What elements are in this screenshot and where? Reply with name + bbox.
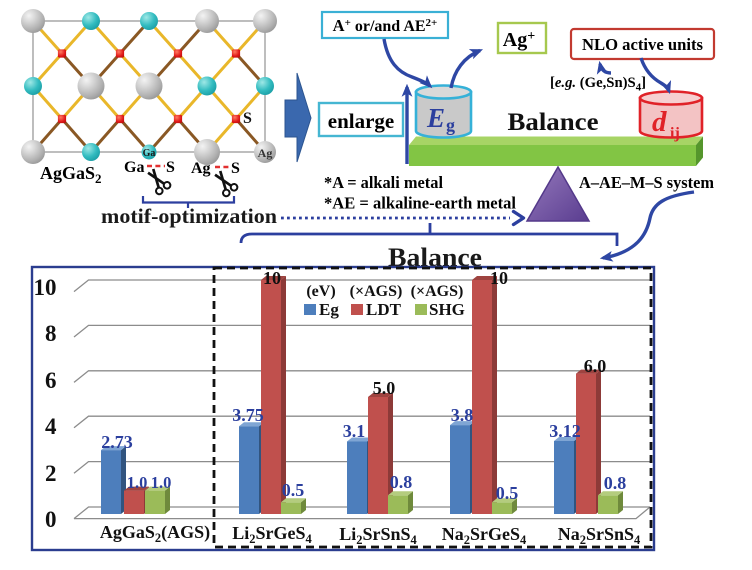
svg-text:E: E <box>426 103 445 133</box>
svg-text:8: 8 <box>45 321 57 346</box>
svg-text:3.8: 3.8 <box>451 405 474 425</box>
svg-text:6: 6 <box>45 368 57 393</box>
svg-text:0.8: 0.8 <box>604 473 627 493</box>
svg-text:Na2SrGeS4: Na2SrGeS4 <box>442 524 527 547</box>
svg-text:Ga: Ga <box>124 159 144 176</box>
svg-text:(×AGS): (×AGS) <box>350 283 403 300</box>
svg-text:10: 10 <box>263 268 281 288</box>
svg-text:5.0: 5.0 <box>373 378 396 398</box>
svg-text:(eV): (eV) <box>306 283 335 300</box>
svg-text:10: 10 <box>490 268 508 288</box>
svg-text:0.5: 0.5 <box>282 480 305 500</box>
svg-text:S: S <box>231 160 240 177</box>
svg-text:Na2SrSnS4: Na2SrSnS4 <box>558 524 641 547</box>
svg-text:Balance: Balance <box>508 109 599 136</box>
svg-text:*AE = alkaline-earth metal: *AE = alkaline-earth metal <box>324 194 516 213</box>
svg-text:*A = alkali metal: *A = alkali metal <box>324 173 443 192</box>
svg-text:0.8: 0.8 <box>390 472 413 492</box>
svg-text:4: 4 <box>45 414 57 439</box>
svg-text:enlarge: enlarge <box>328 109 394 133</box>
svg-text:2: 2 <box>45 461 57 486</box>
svg-text:A+ or/and AE2+: A+ or/and AE2+ <box>333 16 438 35</box>
svg-text:LDT: LDT <box>366 300 402 319</box>
svg-text:10: 10 <box>34 275 57 300</box>
svg-text:Eg: Eg <box>319 300 339 319</box>
svg-text:6.0: 6.0 <box>584 356 607 376</box>
svg-text:g: g <box>446 115 455 135</box>
svg-text:S: S <box>243 110 252 127</box>
svg-text:ij: ij <box>670 125 680 142</box>
svg-text:d: d <box>652 106 667 138</box>
svg-text:1.0: 1.0 <box>151 473 172 492</box>
svg-text:2.73: 2.73 <box>101 432 133 452</box>
svg-text:motif-optimization: motif-optimization <box>101 204 277 228</box>
svg-text:1.0: 1.0 <box>127 473 148 492</box>
svg-text:AgGaS2(AGS): AgGaS2(AGS) <box>100 522 210 545</box>
svg-text:Ga: Ga <box>143 148 156 159</box>
svg-text:S: S <box>166 159 175 176</box>
svg-text:0.5: 0.5 <box>496 483 519 503</box>
svg-text:(×AGS): (×AGS) <box>411 283 464 300</box>
svg-text:0: 0 <box>45 507 57 532</box>
svg-text:Li2SrSnS4: Li2SrSnS4 <box>339 524 417 547</box>
svg-text:AgGaS2: AgGaS2 <box>40 163 102 186</box>
svg-text:3.1: 3.1 <box>343 421 366 441</box>
svg-text:NLO active units: NLO active units <box>582 35 704 54</box>
svg-text:A–AE–M–S system: A–AE–M–S system <box>579 173 714 192</box>
svg-text:Ag: Ag <box>191 160 211 177</box>
svg-text:3.12: 3.12 <box>549 421 581 441</box>
svg-text:Ag+: Ag+ <box>503 29 535 51</box>
svg-text:Ag: Ag <box>258 146 273 160</box>
svg-text:[e.g. (Ge,Sn)S4]: [e.g. (Ge,Sn)S4] <box>550 75 646 94</box>
svg-text:3.75: 3.75 <box>232 405 264 425</box>
svg-text:SHG: SHG <box>429 300 465 319</box>
svg-text:Li2SrGeS4: Li2SrGeS4 <box>232 523 312 546</box>
